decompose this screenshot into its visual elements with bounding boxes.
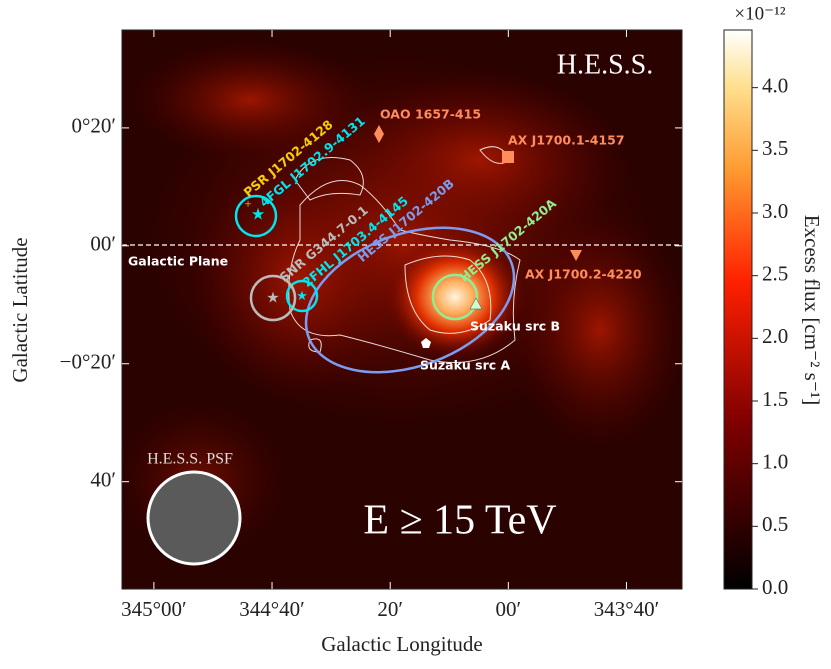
svg-text:★: ★ [296, 288, 308, 303]
y-tick-label: 0°20′ [72, 114, 117, 138]
annotation: Galactic Plane [128, 254, 228, 269]
svg-text:★: ★ [251, 207, 265, 224]
x-tick-label: 344°40′ [239, 597, 305, 621]
colorbar-multiplier: ×10⁻¹² [734, 3, 785, 24]
x-tick-label: 20′ [377, 597, 403, 621]
colorbar-label: Excess flux [cm⁻² s⁻¹] [800, 215, 824, 405]
colorbar-tick-label: 0.5 [762, 512, 788, 536]
y-tick-label: −0°20′ [60, 350, 116, 374]
annotation: OAO 1657-415 [380, 107, 481, 122]
colorbar-tick-label: 3.0 [762, 199, 788, 223]
annotation: Suzaku src B [470, 319, 560, 334]
colorbar [723, 29, 753, 590]
svg-text:★: ★ [266, 290, 279, 306]
x-tick-label: 345°00′ [121, 597, 187, 621]
x-axis-label: Galactic Longitude [321, 632, 483, 656]
y-tick-label: 40′ [90, 468, 116, 492]
colorbar-tick-label: 2.5 [762, 261, 788, 285]
annotation: H.E.S.S. [557, 49, 653, 80]
svg-text:+: + [244, 196, 251, 211]
annotation: AX J1700.2-4220 [525, 267, 642, 282]
annotation: Suzaku src A [420, 358, 511, 373]
annotation: AX J1700.1-4157 [508, 133, 625, 148]
colorbar-tick-label: 4.0 [762, 73, 788, 97]
colorbar-tick-label: 3.5 [762, 136, 788, 160]
sky-map: ★ ★ ★ + [122, 30, 682, 589]
map-frame [121, 29, 683, 590]
y-tick-label: 00′ [90, 232, 116, 256]
y-axis-label: Galactic Latitude [8, 237, 32, 382]
annotation: H.E.S.S. PSF [147, 451, 233, 468]
colorbar-tick-label: 1.5 [762, 387, 788, 411]
x-tick-label: 00′ [496, 597, 522, 621]
annotation: E ≥ 15 TeV [363, 498, 556, 544]
colorbar-tick-label: 0.0 [762, 575, 788, 599]
colorbar-tick-label: 1.0 [762, 449, 788, 473]
colorbar-tick-label: 2.0 [762, 324, 788, 348]
x-tick-label: 343°40′ [594, 597, 660, 621]
